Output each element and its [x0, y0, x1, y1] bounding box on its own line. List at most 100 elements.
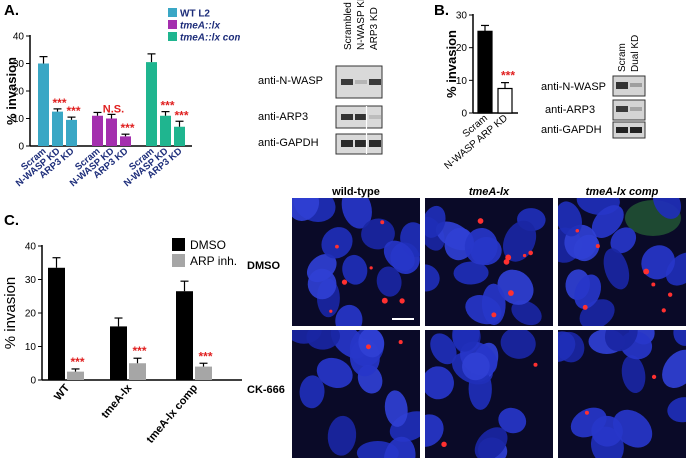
bar — [110, 326, 127, 380]
nucleus — [558, 201, 582, 237]
western-blot-a: Scrambled N-WASP KD ARP3 KD anti-N-WASP … — [258, 0, 383, 155]
nucleus — [321, 227, 353, 259]
blot-band — [341, 114, 353, 120]
significance-label: *** — [198, 349, 212, 363]
micrograph-canvas — [558, 198, 686, 326]
nucleus — [498, 407, 527, 434]
bacteria-dot — [505, 254, 512, 261]
bar — [174, 126, 185, 146]
bacteria-dot — [528, 250, 533, 256]
micrograph-column-label: tmeA-lx comp — [585, 186, 659, 198]
bacteria-dot — [584, 410, 589, 415]
nucleus — [464, 227, 498, 265]
blot-band — [630, 127, 642, 133]
legend-swatch — [168, 8, 177, 17]
bar — [477, 30, 493, 114]
y-tick-label: 0 — [461, 109, 467, 120]
legend-label: WT L2 — [180, 9, 210, 20]
nucleus — [383, 436, 416, 458]
nucleus — [306, 253, 337, 283]
bacteria-dot — [491, 312, 497, 318]
micrograph-image — [292, 330, 420, 458]
bacteria-dot — [533, 362, 538, 367]
blot-b-lane-label: Scram — [617, 43, 628, 72]
blot-band — [355, 114, 367, 120]
legend-swatch — [172, 238, 185, 251]
blot-band — [630, 83, 642, 87]
nucleus — [481, 283, 506, 326]
y-tick-label: 40 — [25, 242, 37, 253]
bacteria-dot — [667, 292, 673, 297]
legend-label: tmeA::lx comp — [180, 33, 240, 44]
blot-a-lane-label: N-WASP KD — [356, 0, 367, 50]
bar — [38, 63, 49, 146]
x-tick-label: tmeA-lx comp — [144, 382, 200, 446]
chart-c-invasion: 0 10 20 30 40 % invasion WT tmeA-lx tmeA-lx comp… — [2, 238, 242, 446]
y-tick-label: 30 — [13, 59, 25, 70]
blot-a-row-label: anti-N-WASP — [258, 75, 323, 87]
blot-b-row-label: anti-ARP3 — [545, 104, 595, 116]
nucleus — [603, 248, 630, 290]
micrograph-row-label: DMSO — [247, 260, 280, 272]
nucleus — [511, 300, 542, 326]
nucleus — [500, 330, 536, 359]
legend-label: DMSO — [190, 238, 226, 252]
y-axis-label: % invasion — [2, 277, 19, 350]
bacteria-dot — [380, 220, 385, 225]
nucleus — [306, 330, 340, 350]
blot-band — [341, 79, 353, 85]
significance-label: *** — [120, 121, 134, 135]
nucleus — [573, 234, 600, 262]
nucleus — [641, 245, 675, 280]
blot-band — [369, 140, 381, 147]
micrograph-image — [558, 198, 686, 326]
blot-a-lane-labels: Scrambled N-WASP KD ARP3 KD — [343, 0, 380, 50]
nucleus — [376, 266, 402, 297]
bacteria-dot — [398, 340, 403, 345]
y-axis-label: % invasion — [4, 57, 19, 125]
legend-label: tmeA::lx — [180, 21, 220, 32]
micrograph-row-label: CK-666 — [247, 384, 285, 396]
significance-label: *** — [501, 69, 515, 83]
nucleus — [430, 333, 457, 365]
micrograph-column-label: tmeA-lx — [468, 186, 510, 198]
significance-label: *** — [132, 344, 146, 358]
nucleus — [503, 220, 537, 262]
micrograph-canvas — [425, 330, 553, 458]
nucleus — [335, 304, 363, 326]
x-tick-label: WT — [52, 382, 72, 403]
bacteria-dot — [651, 282, 656, 287]
nucleus — [425, 366, 454, 400]
bacteria-dot — [365, 344, 371, 350]
bar — [160, 115, 171, 146]
nucleus — [610, 227, 637, 254]
blot-band — [369, 115, 381, 119]
nucleus — [361, 218, 395, 250]
bacteria-dot — [399, 298, 405, 304]
micrograph-image — [558, 330, 686, 458]
micrograph-canvas — [292, 198, 420, 326]
nucleus — [621, 355, 646, 394]
bacteria-dot — [595, 244, 600, 249]
legend-label: ARP inh. — [190, 254, 237, 268]
blot-b-lane-label: Dual KD — [630, 35, 641, 72]
bacteria-dot — [508, 290, 514, 296]
panel-label-b: B. — [434, 2, 449, 19]
bar — [176, 291, 193, 380]
significance-label: *** — [66, 104, 80, 118]
y-tick-label: 0 — [18, 142, 24, 153]
bacteria-dot — [661, 308, 666, 313]
bar — [67, 371, 84, 380]
y-tick-label: 20 — [13, 87, 25, 98]
y-tick-label: 10 — [25, 342, 37, 353]
bacteria-dot — [369, 266, 373, 270]
y-tick-label: 10 — [13, 114, 25, 125]
bar — [120, 136, 131, 146]
bar — [195, 366, 212, 380]
bacteria-dot — [522, 253, 527, 258]
western-blot-b: Scram Dual KD anti-N-WASP anti-ARP3 anti… — [541, 35, 646, 139]
blot-band — [369, 79, 381, 85]
nucleus — [574, 274, 602, 309]
nucleus — [383, 240, 415, 271]
